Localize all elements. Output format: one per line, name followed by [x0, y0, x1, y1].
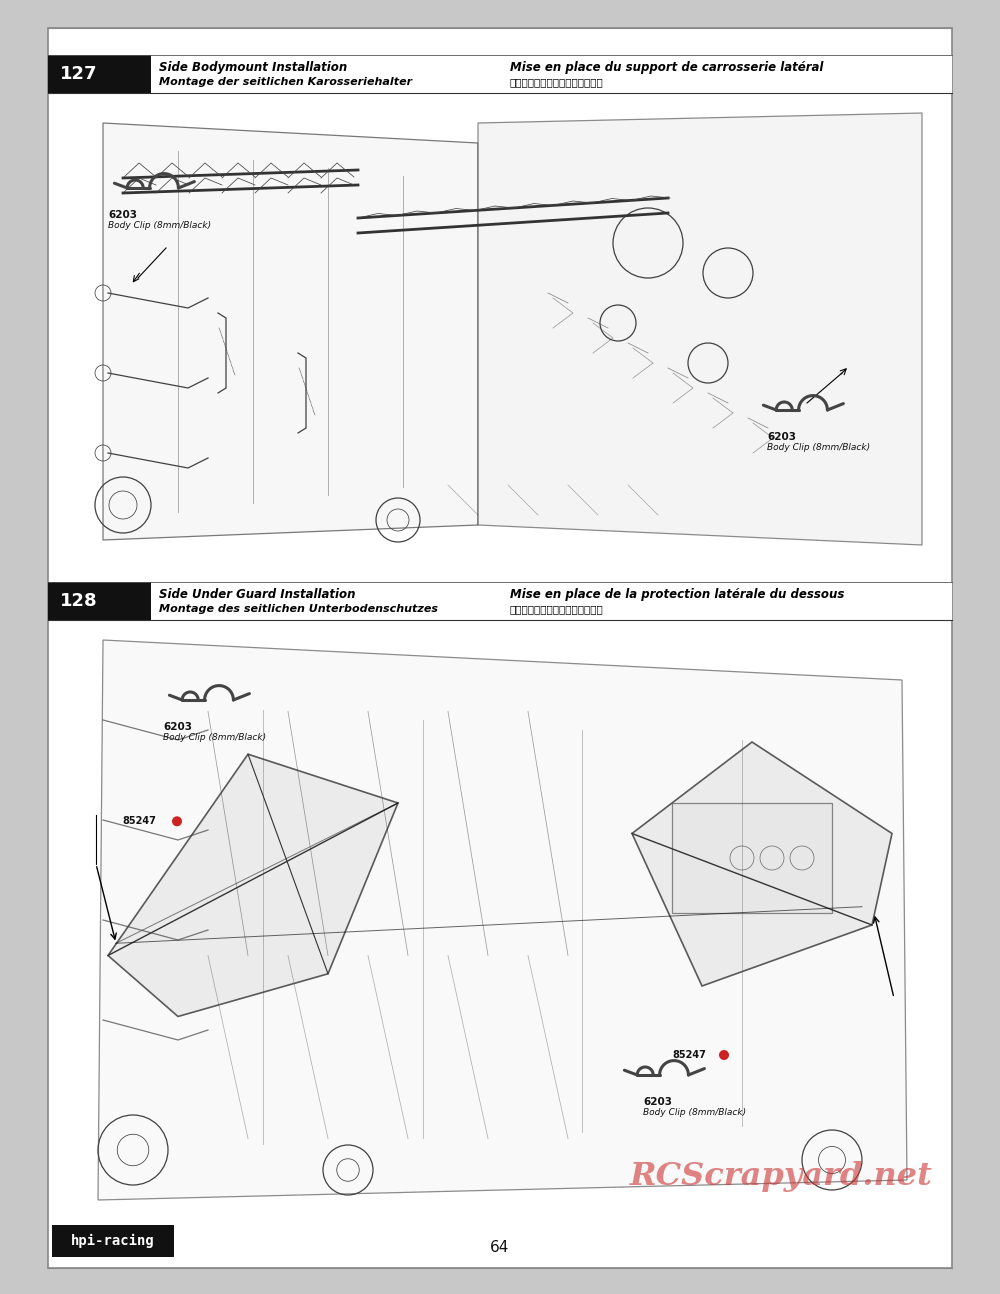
Text: 85247: 85247	[122, 817, 156, 827]
Text: Side Under Guard Installation: Side Under Guard Installation	[159, 587, 355, 600]
Text: Body Clip (8mm/Black): Body Clip (8mm/Black)	[108, 221, 211, 230]
Text: 6203: 6203	[163, 722, 192, 732]
Text: Body Clip (8mm/Black): Body Clip (8mm/Black)	[767, 443, 870, 452]
Text: 127: 127	[60, 65, 97, 83]
Text: 128: 128	[60, 591, 97, 609]
Text: 64: 64	[490, 1241, 510, 1255]
Circle shape	[719, 1049, 729, 1060]
Text: サイドボディマウントの取り付け: サイドボディマウントの取り付け	[510, 78, 604, 88]
Text: hpi-racing: hpi-racing	[71, 1234, 155, 1249]
Polygon shape	[98, 641, 907, 1200]
Polygon shape	[48, 56, 124, 93]
Text: Side Bodymount Installation: Side Bodymount Installation	[159, 61, 347, 74]
Text: 6203: 6203	[643, 1097, 672, 1106]
Text: 6203: 6203	[767, 432, 796, 443]
Polygon shape	[103, 123, 478, 540]
Text: Body Clip (8mm/Black): Body Clip (8mm/Black)	[643, 1108, 746, 1117]
Text: 6203: 6203	[108, 210, 137, 220]
Bar	[48, 56, 952, 93]
Bar	[151, 582, 952, 620]
FancyBboxPatch shape	[672, 804, 832, 914]
Text: Mise en place du support de carrosserie latéral: Mise en place du support de carrosserie …	[510, 61, 823, 74]
Bar	[151, 56, 952, 93]
Text: RCScrapyard.net: RCScrapyard.net	[630, 1161, 933, 1192]
Text: Montage der seitlichen Karosseriehalter: Montage der seitlichen Karosseriehalter	[159, 78, 412, 88]
Text: 85247: 85247	[672, 1049, 706, 1060]
Circle shape	[172, 817, 182, 827]
Polygon shape	[108, 754, 398, 1017]
Text: サイドアンダーガードの取り付け: サイドアンダーガードの取り付け	[510, 604, 604, 615]
Polygon shape	[478, 113, 922, 545]
FancyBboxPatch shape	[52, 1225, 174, 1256]
Text: Body Clip (8mm/Black): Body Clip (8mm/Black)	[163, 732, 266, 741]
Bar	[48, 582, 952, 620]
Polygon shape	[632, 741, 892, 986]
Polygon shape	[48, 582, 124, 620]
Text: Mise en place de la protection latérale du dessous: Mise en place de la protection latérale …	[510, 587, 844, 600]
Text: Montage des seitlichen Unterbodenschutzes: Montage des seitlichen Unterbodenschutze…	[159, 604, 438, 615]
